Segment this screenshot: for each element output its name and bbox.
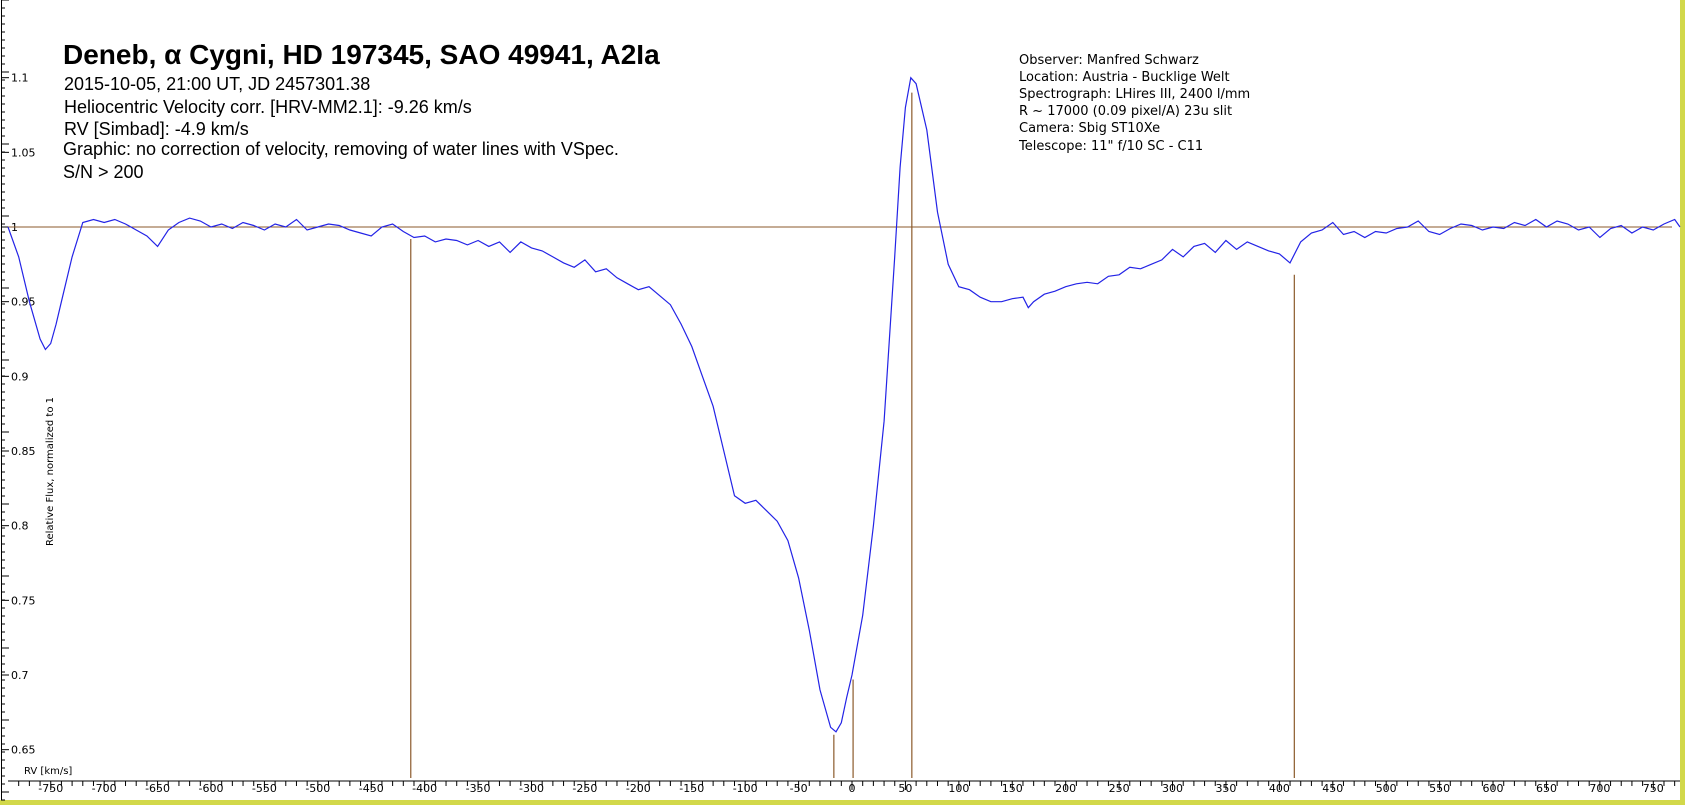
spectrum-series-line: [7, 76, 1681, 733]
x-tick-label: -200: [626, 782, 651, 795]
y-tick-label: 0.85: [11, 445, 36, 458]
x-tick-label: 300: [1162, 782, 1183, 795]
x-tick-label: 550: [1429, 782, 1450, 795]
x-tick-label: 100: [948, 782, 969, 795]
y-tick-label: 1.05: [11, 146, 36, 159]
x-tick-label: 350: [1215, 782, 1236, 795]
x-tick-label: -300: [519, 782, 544, 795]
subtitle-line-date: 2015-10-05, 21:00 UT, JD 2457301.38: [64, 74, 370, 94]
x-tick-label: -150: [679, 782, 704, 795]
y-tick-label: 0.95: [11, 296, 36, 309]
x-tick-label: -750: [38, 782, 63, 795]
x-axis-title: RV [km/s]: [24, 766, 72, 777]
x-tick-label: 50: [898, 782, 912, 795]
y-axis: 0.650.70.750.80.850.90.9511.051.1: [2, 72, 36, 757]
chart-title: Deneb, α Cygni, HD 197345, SAO 49941, A2…: [63, 39, 660, 70]
subtitle-line-graphic: Graphic: no correction of velocity, remo…: [63, 139, 619, 159]
x-tick-label: 600: [1483, 782, 1504, 795]
subtitle-line-rv: RV [Simbad]: -4.9 km/s: [64, 119, 249, 139]
x-tick-label: -400: [412, 782, 437, 795]
y-tick-label: 0.7: [11, 669, 29, 682]
y-tick-label: 0.75: [11, 594, 36, 607]
x-tick-label: -650: [145, 782, 170, 795]
x-tick-label: -500: [305, 782, 330, 795]
x-tick-label: -600: [199, 782, 224, 795]
x-tick-label: -250: [572, 782, 597, 795]
x-tick-label: 750: [1643, 782, 1664, 795]
x-tick-label: 400: [1269, 782, 1290, 795]
subtitle-line-snr: S/N > 200: [63, 162, 144, 182]
camera-line: Camera: Sbig ST10Xe: [1019, 121, 1160, 136]
location-line: Location: Austria - Bucklige Welt: [1019, 70, 1230, 85]
x-tick-label: 700: [1589, 782, 1610, 795]
marker-lines: [410, 92, 1295, 778]
x-tick-label: -350: [466, 782, 491, 795]
y-tick-label: 0.9: [11, 370, 29, 383]
x-tick-label: -100: [733, 782, 758, 795]
y-axis-title: Relative Flux, normalized to 1: [45, 397, 56, 546]
x-tick-label: 250: [1109, 782, 1130, 795]
y-tick-label: 0.65: [11, 744, 36, 757]
y-tick-label: 0.8: [11, 520, 29, 533]
observer-line: Observer: Manfred Schwarz: [1019, 53, 1199, 68]
subtitle-line-hrv: Heliocentric Velocity corr. [HRV-MM2.1]:…: [64, 97, 472, 117]
resolution-line: R ~ 17000 (0.09 pixel/A) 23u slit: [1019, 104, 1232, 119]
x-tick-label: 150: [1002, 782, 1023, 795]
x-tick-label: 450: [1322, 782, 1343, 795]
x-tick-label: -50: [790, 782, 808, 795]
spectrograph-line: Spectrograph: LHires III, 2400 l/mm: [1019, 87, 1250, 102]
x-tick-label: 0: [849, 782, 856, 795]
x-tick-label: 200: [1055, 782, 1076, 795]
x-tick-label: 650: [1536, 782, 1557, 795]
x-tick-label: -700: [92, 782, 117, 795]
x-tick-label: -450: [359, 782, 384, 795]
left-ruler: [1, 0, 9, 801]
telescope-line: Telescope: 11" f/10 SC - C11: [1018, 139, 1203, 154]
y-tick-label: 1.1: [11, 72, 29, 85]
x-axis: -750 -700 -650 -600 -550 -500 -450 -400 -350 -300…: [8, 780, 1680, 795]
x-tick-label: -550: [252, 782, 277, 795]
x-tick-label: 500: [1376, 782, 1397, 795]
